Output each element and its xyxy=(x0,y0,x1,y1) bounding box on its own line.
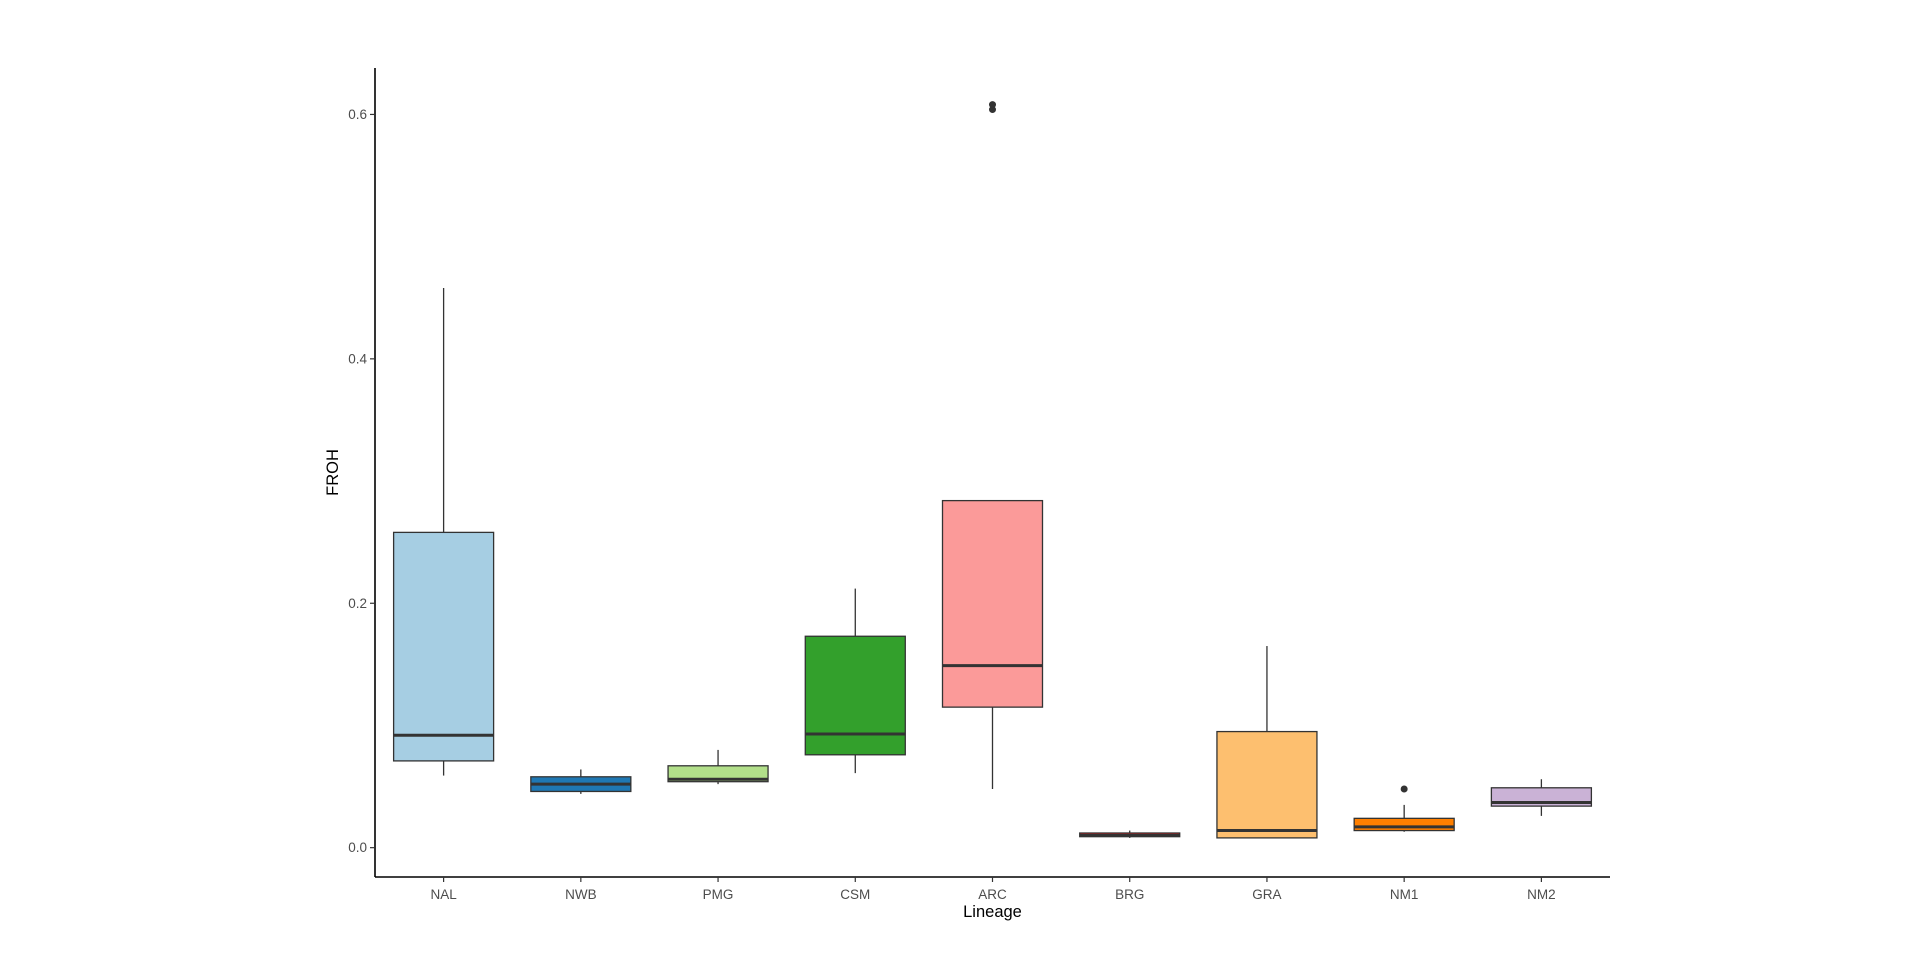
box-gra xyxy=(1216,646,1318,839)
box-nm1 xyxy=(1353,785,1455,832)
x-axis: NAL NWB PMG CSM ARC BRG GRA NM1 NM2 xyxy=(375,876,1610,902)
x-tick-label: NM1 xyxy=(1390,887,1419,902)
outlier-point xyxy=(989,101,996,109)
box-body xyxy=(1353,817,1455,832)
x-tick-label: BRG xyxy=(1115,887,1144,902)
x-tick-label: NAL xyxy=(430,887,457,902)
x-tick-label: NM2 xyxy=(1527,887,1556,902)
outlier-point xyxy=(989,106,996,114)
box-brg xyxy=(1079,830,1181,838)
y-tick-label: 0.0 xyxy=(348,840,367,855)
box-body xyxy=(804,635,906,756)
x-tick-label: NWB xyxy=(565,887,597,902)
x-tick-label: CSM xyxy=(840,887,870,902)
box-nwb xyxy=(530,769,632,794)
x-tick-label: PMG xyxy=(703,887,734,902)
box-body xyxy=(941,499,1044,708)
y-axis: 0.0 0.2 0.4 0.6 xyxy=(348,68,376,877)
y-axis-title: FROH xyxy=(324,449,342,496)
outlier-point xyxy=(1400,785,1408,793)
box-pmg xyxy=(667,749,769,785)
box-nm2 xyxy=(1490,779,1593,816)
y-tick-label: 0.4 xyxy=(348,351,367,366)
box-arc xyxy=(941,101,1044,790)
box-body xyxy=(392,531,495,762)
y-tick-label: 0.6 xyxy=(348,107,367,122)
y-tick-label: 0.2 xyxy=(348,596,367,611)
box-body xyxy=(667,765,769,783)
boxes-group xyxy=(392,101,1593,839)
x-tick-label: GRA xyxy=(1252,887,1281,902)
box-nal xyxy=(392,287,495,776)
x-tick-label: ARC xyxy=(978,887,1007,902)
box-body xyxy=(1216,730,1318,839)
box-csm xyxy=(804,588,906,774)
x-axis-title: Lineage xyxy=(963,903,1022,921)
